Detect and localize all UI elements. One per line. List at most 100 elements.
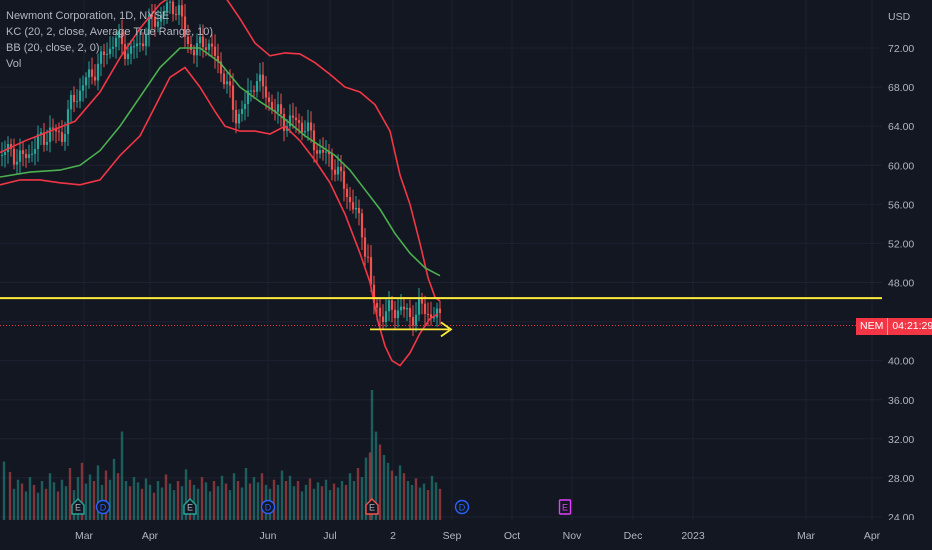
candle-body [312, 130, 316, 151]
candle-body [132, 46, 136, 48]
candle-body [228, 81, 232, 86]
candle-body [378, 307, 382, 317]
time-tick-label: 2023 [681, 530, 705, 542]
candle-body [102, 51, 106, 55]
candle-body [336, 166, 340, 175]
volume-bar [16, 479, 20, 520]
candle-body [330, 154, 334, 170]
candle-body [372, 284, 376, 304]
candle-body [27, 154, 31, 159]
event-marker-earnings[interactable]: E [183, 498, 197, 515]
volume-bar [308, 478, 312, 520]
symbol-title[interactable]: Newmont Corporation, 1D, NYSE [6, 10, 170, 22]
volume-bar [44, 488, 48, 520]
volume-bar [120, 431, 124, 520]
candle-body [135, 43, 139, 47]
volume-bar [240, 487, 244, 520]
event-marker-label: E [75, 503, 81, 513]
volume-bar [370, 390, 374, 520]
candle-body [168, 1, 172, 3]
candle-body [321, 149, 325, 153]
dividend-icon [454, 499, 470, 515]
candle-body [48, 127, 52, 142]
event-marker-label: D [265, 503, 272, 513]
volume-bar [374, 431, 378, 520]
event-marker-earnings[interactable]: E [71, 498, 85, 515]
kc-legend[interactable]: KC (20, 2, close, Average True Range, 10… [6, 26, 214, 38]
candle-body [294, 117, 298, 121]
volume-bar [344, 484, 348, 520]
candle-body [417, 298, 421, 315]
candle-body [366, 256, 370, 258]
event-marker-label: D [100, 503, 107, 513]
volume-bar [360, 477, 364, 520]
volume-bar [252, 477, 256, 520]
candle-body [75, 101, 79, 103]
volume-bar [256, 482, 260, 520]
candle-body [186, 36, 190, 44]
candle-body [264, 86, 268, 98]
candle-body [270, 102, 274, 111]
volume-bar [410, 484, 414, 520]
volume-bar [144, 478, 148, 520]
candle-body [0, 154, 4, 156]
candle-body [114, 37, 118, 47]
indicator-lines [0, 0, 441, 367]
candle-body [411, 317, 415, 326]
volume-bar [296, 481, 300, 520]
time-tick-label: 2 [390, 530, 396, 542]
bb-legend[interactable]: BB (20, close, 2, 0) [6, 42, 100, 54]
candle-body [387, 300, 391, 312]
volume-bar [200, 477, 204, 520]
candle-body [78, 90, 82, 102]
candle-body [138, 43, 142, 45]
volume-bar [8, 471, 12, 520]
volume-bar [364, 457, 368, 520]
volume-bar [216, 486, 220, 520]
volume-bar [28, 477, 32, 520]
event-marker-label: E [562, 503, 568, 513]
volume-bar [430, 475, 434, 520]
volume-bar [368, 452, 372, 520]
time-tick-label: Mar [797, 530, 816, 542]
earnings-icon [183, 498, 197, 515]
volume-bar [132, 477, 136, 520]
time-tick-label: Sep [443, 530, 462, 542]
time-tick-label: Oct [504, 530, 520, 542]
candle-body [180, 5, 184, 17]
earnings-icon [558, 499, 572, 515]
candle-body [252, 90, 256, 92]
event-marker-earnings[interactable]: E [365, 498, 379, 515]
candle-body [174, 14, 178, 16]
volume-bar [152, 492, 156, 520]
drawings[interactable] [0, 297, 882, 338]
event-marker-dividend[interactable]: D [95, 499, 111, 515]
arrow-head[interactable] [440, 321, 453, 338]
time-axis[interactable]: Mar Apr Jun Jul 2 Sep Oct Nov Dec 2023 Mar Apr [0, 520, 932, 550]
candle-body [108, 48, 112, 55]
candle-body [81, 85, 85, 91]
event-marker-earnings-future[interactable]: E [558, 499, 572, 515]
event-marker-dividend[interactable]: D [454, 499, 470, 515]
vol-legend[interactable]: Vol [6, 58, 22, 70]
candle-body [237, 113, 241, 124]
price-axis[interactable]: USD24.0028.0032.0036.0040.0044.0048.0052… [882, 0, 932, 550]
time-tick-label: Dec [624, 530, 643, 542]
volume-bar [276, 484, 280, 520]
volume-bar [332, 483, 336, 520]
volume-bar [220, 475, 224, 520]
candle-body [396, 310, 400, 319]
volume-bar [378, 444, 382, 520]
event-marker-dividend[interactable]: D [260, 499, 276, 515]
candle-body [288, 115, 292, 127]
price-tick-label: 64.00 [888, 121, 914, 133]
price-tick-label: 52.00 [888, 238, 914, 250]
candle-body [348, 196, 352, 203]
volume-bar [52, 482, 56, 520]
volume-bar [116, 473, 120, 520]
candle-body [339, 166, 343, 172]
candle-body [297, 120, 301, 123]
candle-body [204, 47, 208, 50]
